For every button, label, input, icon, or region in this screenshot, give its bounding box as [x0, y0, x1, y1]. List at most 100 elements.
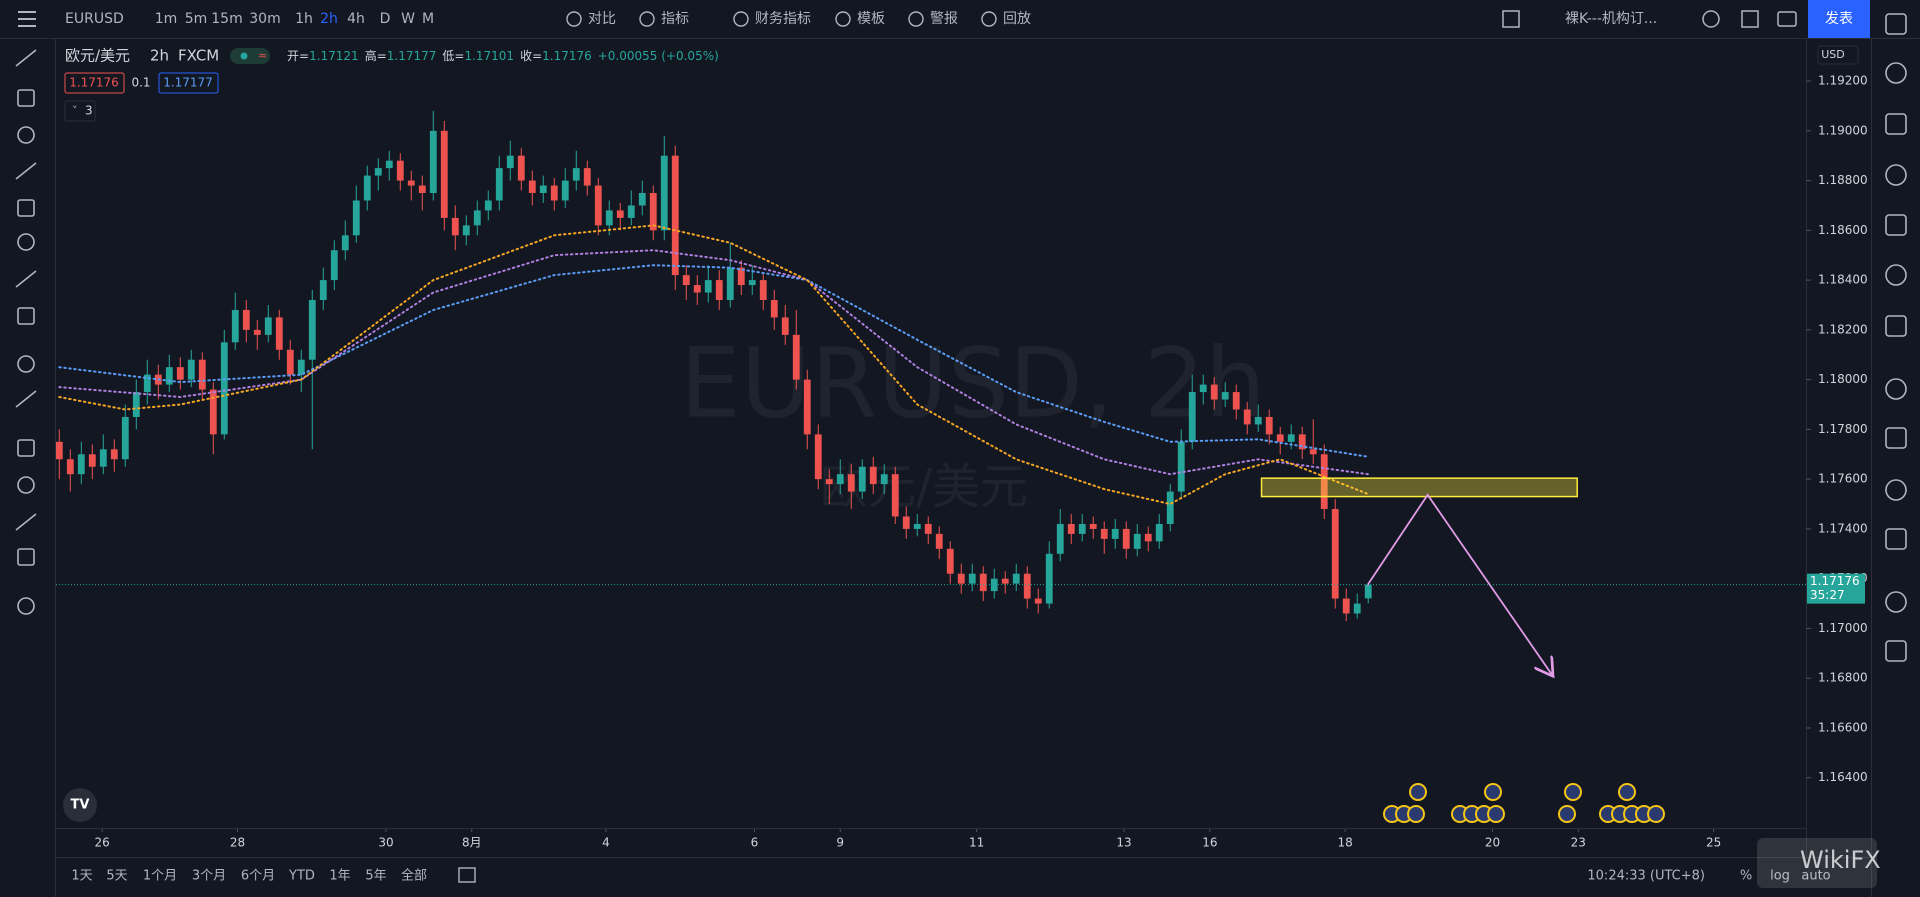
tool-icon[interactable] [17, 233, 35, 251]
goto-date[interactable] [458, 867, 476, 883]
tool-icon[interactable] [17, 355, 35, 373]
event-marker[interactable] [1407, 805, 1425, 823]
layout-name[interactable]: 裸K---机构订... [1565, 11, 1657, 27]
event-marker[interactable] [1484, 783, 1502, 801]
range-button[interactable]: 1个月 [143, 869, 177, 884]
tool-icon[interactable] [17, 126, 35, 144]
range-button[interactable]: 1天 [71, 869, 92, 884]
candle-body [1331, 509, 1339, 599]
candle-body [1320, 454, 1328, 510]
tool-button[interactable]: 指标 [661, 11, 689, 27]
candle-body [253, 329, 261, 335]
interval-button[interactable]: 2h [320, 11, 338, 27]
sidebar-icon[interactable] [1885, 62, 1907, 84]
sidebar-icon[interactable] [1885, 315, 1907, 337]
sidebar-icon[interactable] [1885, 13, 1907, 35]
scale-option[interactable]: auto [1801, 869, 1830, 884]
scale-option[interactable]: log [1770, 869, 1790, 884]
candle-body [649, 193, 657, 231]
tool-icon[interactable] [17, 597, 35, 615]
tool-button[interactable]: 警报 [930, 11, 958, 27]
x-tick-label: 26 [95, 836, 110, 850]
range-button[interactable]: 全部 [401, 868, 427, 884]
sidebar-icon[interactable] [1885, 164, 1907, 186]
sidebar-icon[interactable] [1885, 479, 1907, 501]
y-tick-label: 1.18200 [1818, 322, 1868, 336]
event-marker[interactable] [1564, 783, 1582, 801]
bid-box[interactable] [64, 72, 125, 94]
tool-icon[interactable] [17, 476, 35, 494]
tool-icon[interactable] [566, 11, 582, 27]
symbol[interactable]: EURUSD [65, 11, 124, 27]
tool-icon[interactable] [17, 439, 35, 457]
settings-icon[interactable] [1702, 10, 1720, 28]
currency[interactable]: USD [1821, 48, 1845, 61]
tool-icon[interactable] [15, 513, 37, 531]
range-button[interactable]: YTD [288, 869, 315, 884]
layout-icon[interactable] [1502, 10, 1520, 28]
candle-body [847, 474, 855, 492]
sidebar-icon[interactable] [1885, 591, 1907, 613]
tool-icon[interactable] [17, 307, 35, 325]
tool-icon[interactable] [17, 548, 35, 566]
tool-icon[interactable] [15, 162, 37, 180]
tool-icon[interactable] [15, 49, 37, 67]
interval-button[interactable]: 30m [249, 11, 280, 27]
sidebar-icon[interactable] [1885, 113, 1907, 135]
bid[interactable]: 1.17176 [69, 76, 119, 90]
ask[interactable]: 1.17177 [163, 76, 213, 90]
sidebar-icon[interactable] [1885, 378, 1907, 400]
event-marker[interactable] [1558, 805, 1576, 823]
range-button[interactable]: 3个月 [192, 869, 226, 884]
fullscreen-icon[interactable] [1741, 10, 1759, 28]
interval-button[interactable]: 4h [347, 11, 365, 27]
scale-option[interactable]: % [1740, 869, 1752, 884]
event-marker[interactable] [1409, 783, 1427, 801]
range-button[interactable]: 5年 [365, 869, 386, 884]
indicator-toggle[interactable] [64, 100, 96, 122]
publish-button[interactable] [1808, 0, 1870, 38]
tool-icon[interactable] [15, 390, 37, 408]
tool-button[interactable]: 回放 [1003, 11, 1031, 27]
interval-button[interactable]: W [401, 11, 415, 27]
tool-icon[interactable] [639, 11, 655, 27]
tool-icon[interactable] [981, 11, 997, 27]
tv-logo[interactable] [63, 788, 97, 822]
snapshot-icon[interactable] [1777, 11, 1797, 27]
interval-button[interactable]: 1h [295, 11, 313, 27]
tool-button[interactable]: 模板 [857, 11, 885, 27]
candle-body [473, 210, 481, 226]
range-button[interactable]: 1年 [329, 869, 350, 884]
currency-button[interactable] [1817, 45, 1859, 65]
sidebar-icon[interactable] [1885, 264, 1907, 286]
interval-button[interactable]: M [422, 11, 434, 27]
event-marker[interactable] [1487, 805, 1505, 823]
tool-button[interactable]: 财务指标 [755, 11, 811, 27]
tool-icon[interactable] [17, 89, 35, 107]
range-button[interactable]: 5天 [106, 869, 127, 884]
tool-icon[interactable] [17, 199, 35, 217]
indicator-count[interactable]: 3 [85, 104, 93, 118]
sidebar-icon[interactable] [1885, 528, 1907, 550]
tool-icon[interactable] [15, 270, 37, 288]
tool-icon[interactable] [908, 11, 924, 27]
tool-icon[interactable] [733, 11, 749, 27]
interval-button[interactable]: 5m [185, 11, 208, 27]
interval-button[interactable]: D [380, 11, 391, 27]
event-marker[interactable] [1618, 783, 1636, 801]
interval-button[interactable]: 1m [155, 11, 178, 27]
publish-label[interactable]: 发表 [1825, 11, 1853, 27]
sidebar-icon[interactable] [1885, 640, 1907, 662]
status-badge[interactable] [230, 48, 270, 64]
candle-body [1023, 573, 1031, 599]
range-button[interactable]: 6个月 [241, 869, 275, 884]
sidebar-icon[interactable] [1885, 427, 1907, 449]
tool-icon[interactable] [835, 11, 851, 27]
tool-button[interactable]: 对比 [588, 11, 616, 27]
event-marker[interactable] [1647, 805, 1665, 823]
candle-body [715, 280, 723, 301]
ask-box[interactable] [158, 72, 219, 94]
menu-icon[interactable] [18, 11, 36, 27]
interval-button[interactable]: 15m [211, 11, 242, 27]
sidebar-icon[interactable] [1885, 214, 1907, 236]
